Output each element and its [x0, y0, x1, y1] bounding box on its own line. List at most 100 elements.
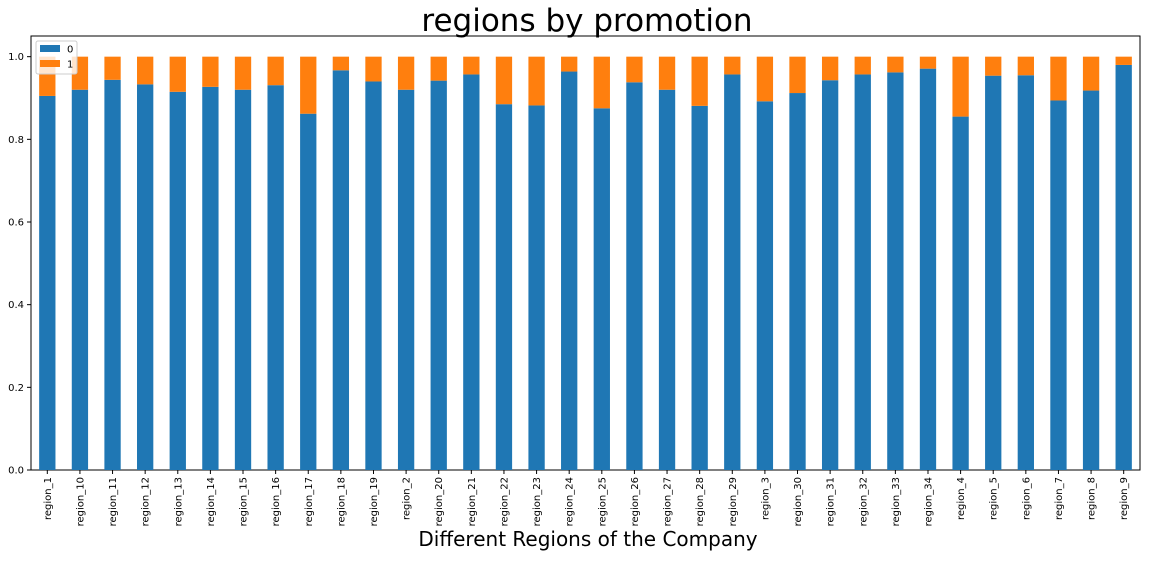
bar-region_19-series-1 — [365, 56, 382, 82]
bar-region_31-series-0 — [821, 80, 839, 470]
bar-region_6-series-0 — [1017, 75, 1034, 471]
x-tick-label: region_1 — [43, 477, 54, 520]
x-axis-label: Different Regions of the Company — [418, 527, 757, 551]
x-tick-label: region_33 — [891, 477, 902, 526]
bar-region_15-series-1 — [234, 56, 252, 90]
legend-label-1: 1 — [67, 60, 73, 71]
bar-region_32-series-0 — [854, 74, 871, 470]
bar-region_8-series-0 — [1082, 90, 1100, 470]
x-tick-label: region_31 — [826, 477, 837, 526]
bar-region_17-series-0 — [300, 113, 317, 470]
bar-region_32-series-1 — [854, 56, 871, 75]
bar-region_14-series-1 — [202, 56, 219, 87]
x-tick-label: region_14 — [206, 477, 217, 526]
bar-region_17-series-1 — [300, 56, 317, 114]
bar-region_28-series-0 — [691, 105, 708, 470]
x-tick-label: region_12 — [141, 477, 152, 526]
bar-region_18-series-1 — [332, 56, 350, 71]
bars-group — [39, 56, 1132, 471]
x-tick-label: region_28 — [695, 477, 706, 526]
bar-region_9-series-0 — [1115, 64, 1132, 470]
plot-area — [30, 35, 1141, 471]
y-axis: 0.0 0.2 0.4 0.6 0.8 1.0 — [8, 52, 31, 477]
x-tick-label: region_3 — [760, 477, 771, 520]
bar-region_22-series-1 — [495, 56, 513, 105]
bar-region_16-series-0 — [267, 85, 284, 470]
bar-region_34-series-1 — [919, 56, 937, 69]
x-tick-label: region_22 — [499, 477, 510, 526]
bar-region_5-series-0 — [985, 75, 1002, 471]
chart-title: regions by promotion — [421, 3, 752, 39]
x-tick-label: region_25 — [597, 477, 608, 526]
bar-region_30-series-0 — [789, 93, 806, 470]
y-tick-label: 0.8 — [8, 135, 24, 146]
x-axis: region_1 region_10 region_11 region_12 regio… — [43, 470, 1130, 526]
legend-swatch-1 — [40, 60, 60, 67]
bar-region_29-series-1 — [724, 56, 741, 75]
x-tick-label: region_23 — [532, 477, 543, 526]
bar-region_30-series-1 — [789, 56, 806, 94]
x-tick-label: region_6 — [1021, 477, 1032, 520]
x-tick-label: region_29 — [728, 477, 739, 526]
bar-region_13-series-1 — [169, 56, 186, 92]
x-tick-label: region_34 — [923, 477, 934, 526]
x-tick-label: region_11 — [108, 477, 119, 526]
bar-region_24-series-0 — [561, 71, 578, 471]
bar-region_25-series-0 — [593, 108, 610, 470]
bar-region_28-series-1 — [691, 56, 708, 106]
bar-region_3-series-0 — [756, 101, 774, 470]
bar-region_19-series-0 — [365, 81, 382, 470]
x-tick-label: region_24 — [565, 477, 576, 526]
bar-region_26-series-0 — [626, 82, 643, 470]
bar-region_3-series-1 — [756, 56, 774, 102]
bar-region_11-series-0 — [104, 79, 121, 471]
bar-region_13-series-0 — [169, 91, 186, 471]
bar-region_29-series-0 — [724, 74, 741, 470]
bar-region_5-series-1 — [985, 56, 1002, 76]
bar-region_2-series-0 — [397, 89, 415, 470]
x-tick-label: region_30 — [793, 477, 804, 526]
bar-region_24-series-1 — [561, 56, 578, 72]
x-tick-label: region_15 — [239, 477, 250, 526]
x-tick-label: region_21 — [467, 477, 478, 526]
bar-region_8-series-1 — [1082, 56, 1100, 91]
x-tick-label: region_20 — [434, 477, 445, 526]
bar-region_12-series-0 — [137, 84, 154, 471]
bar-region_6-series-1 — [1017, 56, 1034, 76]
bar-region_33-series-1 — [887, 56, 904, 73]
plot-frame — [30, 35, 1141, 471]
legend-swatch-0 — [40, 45, 60, 52]
x-tick-label: region_27 — [663, 477, 674, 526]
bar-region_1-series-0 — [39, 95, 56, 470]
bar-region_4-series-1 — [952, 56, 969, 117]
y-tick-label: 1.0 — [8, 52, 24, 63]
bar-region_7-series-0 — [1050, 100, 1067, 470]
bar-region_23-series-1 — [528, 56, 545, 106]
bar-region_21-series-1 — [463, 56, 480, 75]
bar-region_2-series-1 — [397, 56, 415, 90]
bar-region_4-series-0 — [952, 116, 969, 470]
bar-region_33-series-0 — [887, 72, 904, 470]
y-tick-label: 0.6 — [8, 218, 24, 229]
bar-region_31-series-1 — [821, 56, 839, 81]
bar-region_26-series-1 — [626, 56, 643, 83]
x-tick-label: region_18 — [336, 477, 347, 526]
bar-region_20-series-1 — [430, 56, 447, 81]
legend-label-0: 0 — [67, 45, 73, 56]
bar-region_25-series-1 — [593, 56, 610, 109]
x-tick-label: region_10 — [75, 477, 86, 526]
y-tick-label: 0.2 — [8, 383, 24, 394]
bar-region_15-series-0 — [234, 89, 252, 470]
x-tick-label: region_19 — [369, 477, 380, 526]
bar-region_21-series-0 — [463, 74, 480, 470]
bar-region_7-series-1 — [1050, 56, 1067, 101]
x-tick-label: region_2 — [402, 477, 413, 520]
bar-region_16-series-1 — [267, 56, 284, 86]
x-tick-label: region_26 — [630, 477, 641, 526]
x-tick-label: region_8 — [1087, 477, 1098, 520]
bar-region_12-series-1 — [137, 56, 154, 85]
bar-region_27-series-1 — [658, 56, 676, 90]
legend: 01 — [35, 40, 78, 75]
